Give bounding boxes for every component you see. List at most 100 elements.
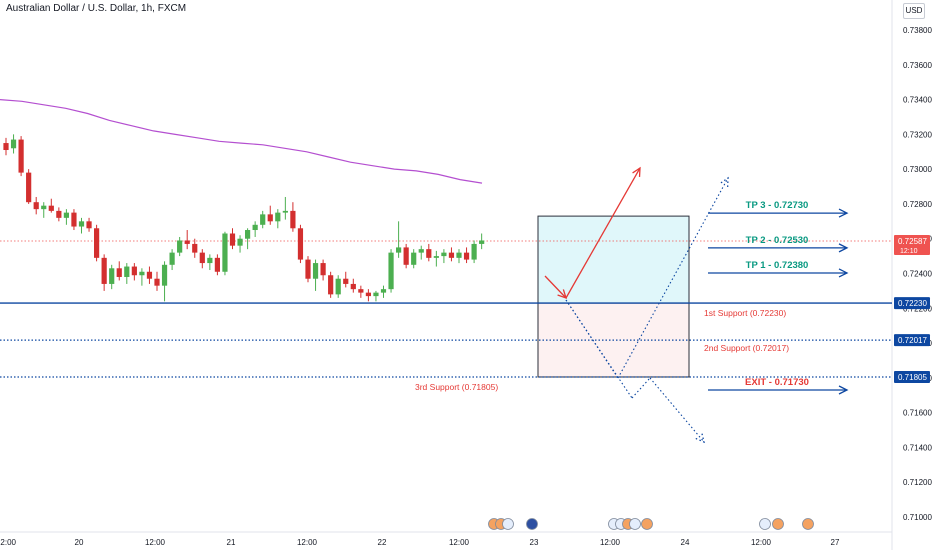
x-tick-label: 23 (530, 538, 539, 547)
candle (441, 249, 447, 264)
candle-body (471, 243, 477, 260)
candle-body (199, 252, 205, 264)
candle (86, 217, 92, 232)
arrow-head-icon (838, 208, 849, 218)
candle-body (63, 212, 69, 218)
price-label: 0.72230 (894, 297, 930, 310)
candle-body (358, 289, 364, 293)
arrow-head-icon (632, 166, 641, 177)
x-tick-label: 22 (378, 538, 387, 547)
candle-body (479, 240, 485, 244)
candle (365, 289, 371, 302)
candle (320, 259, 326, 281)
candle (463, 247, 470, 264)
candle-body (282, 210, 288, 213)
price-label-bg (894, 334, 930, 347)
moving-average-line (0, 99, 483, 184)
y-tick-label: 0.73000 (903, 165, 932, 174)
price-label-value: 0.72587 (898, 237, 927, 246)
candle-body (320, 263, 326, 276)
arrow-head-icon (695, 433, 705, 444)
candle (48, 198, 54, 213)
arrow-head-icon (838, 268, 849, 278)
candle-body (290, 210, 296, 229)
candle-body (312, 263, 319, 279)
price-label-bg (894, 234, 930, 255)
candle (139, 268, 145, 286)
chart-title: Australian Dollar / U.S. Dollar, 1h, FXC… (6, 3, 187, 14)
candle (305, 256, 311, 283)
candle-body (396, 247, 402, 253)
candle (252, 221, 258, 237)
price-label: 0.72587 12:10 (894, 234, 930, 255)
price-label-bg (894, 297, 930, 310)
candle (184, 230, 190, 250)
target-label: TP 3 - 0.72730 (746, 200, 809, 211)
candle-body (411, 252, 417, 265)
candle (161, 261, 168, 302)
candle (448, 247, 455, 262)
x-tick-label: 12:00 (0, 538, 17, 547)
candle (343, 271, 349, 288)
candle (33, 196, 39, 215)
candle-body (328, 275, 334, 295)
candle-body (305, 259, 311, 279)
candle (56, 207, 62, 222)
candle-body (229, 233, 236, 246)
price-label-value: 0.72230 (898, 299, 927, 308)
candle-body (41, 205, 47, 210)
support-label: 1st Support (0.72230) (704, 308, 786, 318)
candle-body (94, 228, 100, 258)
candle-body (10, 139, 17, 149)
candle-body (109, 268, 115, 284)
candle (71, 209, 77, 231)
candle-body (33, 202, 39, 210)
candle (237, 235, 243, 253)
event-flag-icon (772, 518, 784, 530)
support-label: 2nd Support (0.72017) (704, 343, 789, 353)
candle (78, 217, 85, 234)
candle (124, 263, 130, 284)
target-label: TP 1 - 0.72380 (746, 260, 809, 271)
price-label-bg (894, 370, 930, 383)
candle (350, 278, 356, 293)
event-flag-icon (502, 518, 514, 530)
candle (312, 259, 319, 291)
candle (146, 266, 153, 284)
candle-body (101, 257, 107, 284)
x-tick-label: 12:00 (145, 538, 166, 547)
candle-body (418, 249, 424, 253)
candle-body (161, 264, 168, 286)
x-tick-label: 20 (75, 538, 84, 547)
candle (199, 249, 205, 269)
candle-body (71, 212, 77, 227)
x-tick-label: 12:00 (449, 538, 470, 547)
candle (328, 271, 334, 298)
candle (290, 202, 296, 232)
y-tick-label: 0.73800 (903, 26, 932, 35)
candle (116, 261, 122, 281)
candle-body (18, 139, 24, 173)
candle-body (426, 249, 432, 258)
arrow-head-icon (838, 385, 849, 395)
candle-body (139, 271, 145, 276)
currency-button[interactable]: USD (903, 3, 925, 19)
candle (358, 285, 364, 298)
candle-body (26, 172, 32, 203)
candle-body (214, 257, 220, 272)
candle (18, 136, 24, 177)
support-label: 3rd Support (0.71805) (415, 382, 498, 392)
candle-body (275, 212, 281, 222)
candle (380, 285, 387, 298)
candle-body (116, 268, 122, 277)
scenario-arrow-down (544, 275, 567, 299)
candle-body (433, 256, 439, 258)
candle (373, 290, 379, 302)
candle-body (124, 266, 130, 277)
price-label-value: 0.72017 (898, 336, 927, 345)
price-label-value: 0.71805 (898, 373, 927, 382)
candle (396, 221, 402, 258)
event-flag-icon (759, 518, 771, 530)
candle-body (373, 292, 379, 297)
